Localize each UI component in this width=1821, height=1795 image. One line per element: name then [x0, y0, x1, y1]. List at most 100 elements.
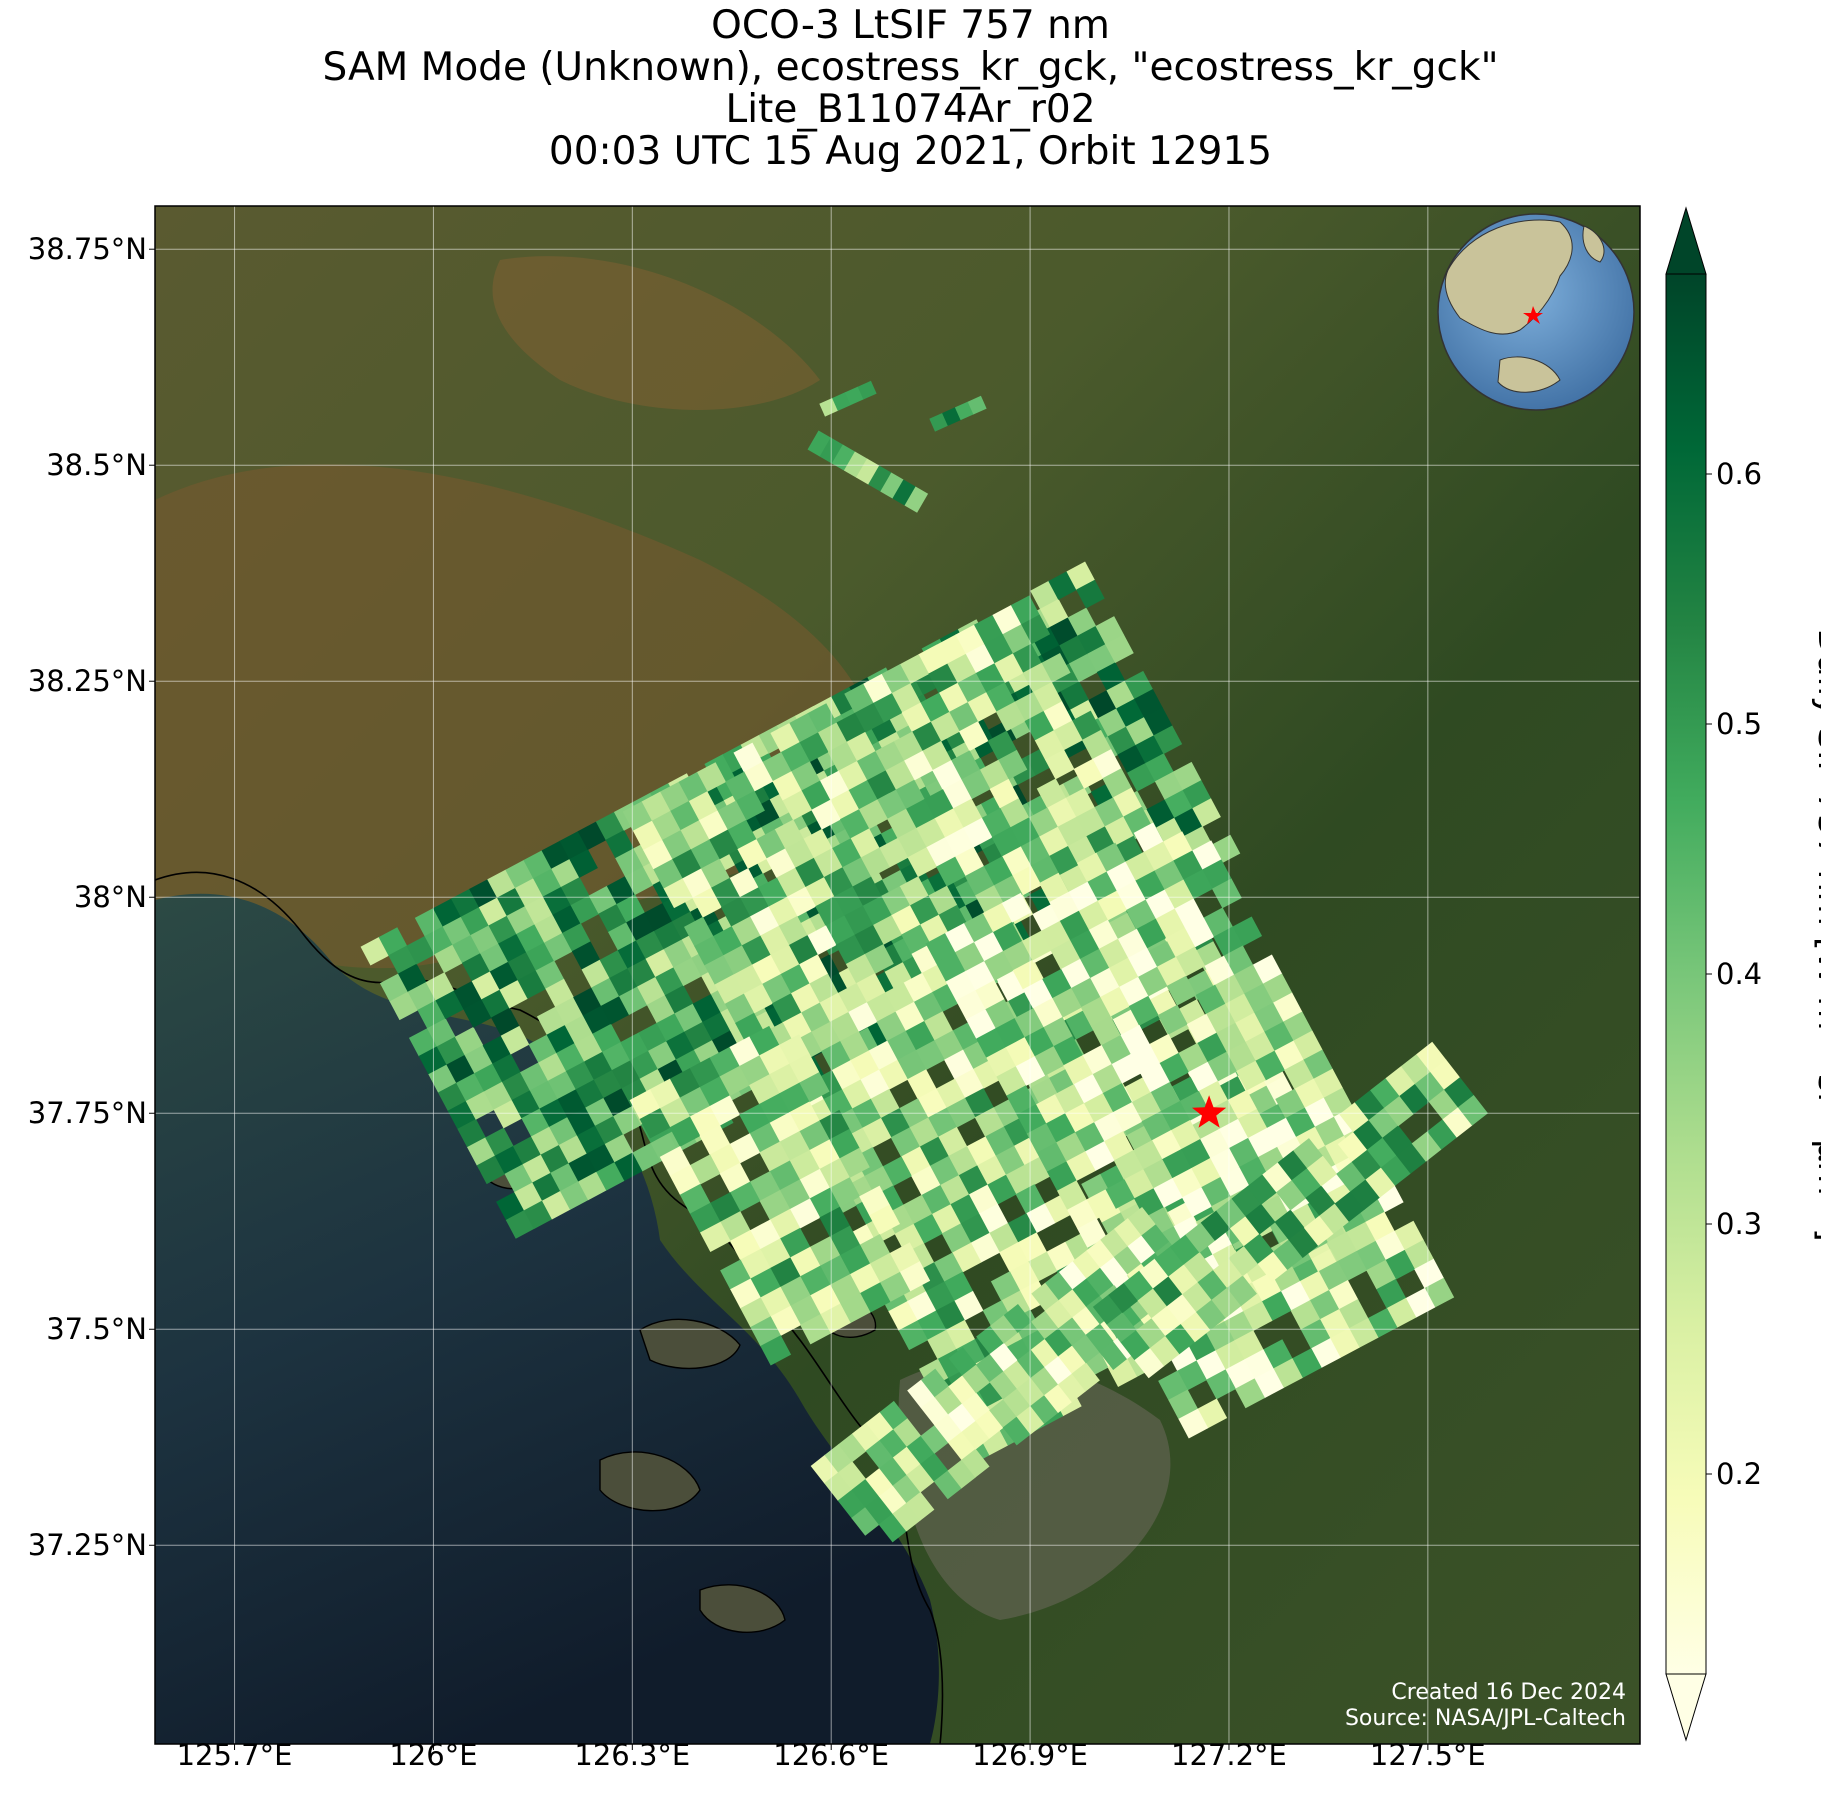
- sif-sounding: [1012, 643, 1042, 674]
- sif-sounding: [829, 1012, 859, 1042]
- sif-sounding: [1058, 1345, 1087, 1375]
- sif-sounding: [1290, 1300, 1321, 1331]
- sif-sounding: [456, 1072, 485, 1102]
- sif-sounding: [769, 1160, 801, 1191]
- sif-sounding: [837, 982, 868, 1013]
- sif-sounding: [1266, 1117, 1297, 1148]
- sif-sounding: [837, 760, 868, 791]
- sif-sounding: [892, 1446, 922, 1476]
- sif-sounding: [505, 1210, 535, 1239]
- sif-sounding: [1274, 1209, 1305, 1241]
- sif-sounding: [911, 721, 942, 752]
- sif-sounding: [570, 895, 600, 924]
- sif-sounding: [1135, 870, 1165, 901]
- sif-sounding: [451, 888, 480, 918]
- sif-sounding: [899, 654, 930, 685]
- colorbar-body: [1666, 274, 1706, 1674]
- sif-sounding: [1262, 1339, 1293, 1370]
- sif-sounding: [779, 1131, 810, 1162]
- sif-sounding: [1025, 1203, 1056, 1234]
- globe-landmass: [1444, 219, 1573, 335]
- sif-sounding: [903, 972, 933, 1003]
- sif-sounding: [975, 1409, 1004, 1439]
- sif-sounding: [899, 1261, 931, 1292]
- sif-sounding: [976, 1155, 1007, 1186]
- sif-sounding: [729, 1230, 761, 1261]
- sif-sounding: [1203, 907, 1234, 938]
- sif-sounding: [815, 896, 845, 927]
- sif-sounding: [1098, 938, 1129, 969]
- sif-sounding: [532, 1172, 561, 1202]
- sif-sounding: [1005, 1037, 1036, 1068]
- sif-sounding: [1088, 919, 1119, 950]
- sif-sounding: [967, 395, 987, 415]
- sif-sounding: [905, 798, 936, 829]
- lat-tick-label: 38.75°N: [27, 232, 147, 267]
- sif-sounding: [1089, 967, 1120, 998]
- sif-sounding: [1161, 1149, 1192, 1179]
- sif-sounding: [803, 828, 833, 859]
- sif-sounding: [489, 961, 519, 991]
- sif-sounding: [1174, 898, 1204, 929]
- sif-sounding: [521, 1108, 550, 1137]
- sif-sounding: [1067, 1199, 1097, 1230]
- sif-sounding: [1370, 1077, 1401, 1109]
- sif-sounding: [560, 1181, 589, 1210]
- sif-sounding: [1214, 1340, 1245, 1371]
- sif-sounding: [857, 380, 877, 400]
- sif-sounding: [1242, 1301, 1273, 1332]
- sif-sounding: [801, 780, 831, 811]
- sif-sounding: [719, 1162, 751, 1194]
- sif-sounding: [852, 876, 882, 907]
- sif-sounding: [1211, 878, 1242, 909]
- sif-sounding: [389, 991, 419, 1021]
- sif-sounding: [975, 1353, 1005, 1383]
- sif-sounding: [852, 1422, 881, 1452]
- sif-sounding: [1127, 762, 1156, 792]
- sif-sounding: [730, 1278, 761, 1309]
- sif-sounding: [880, 1108, 910, 1138]
- sif-sounding: [1277, 1150, 1308, 1181]
- sif-sounding: [806, 925, 837, 956]
- sif-sounding: [1058, 1288, 1087, 1318]
- sif-sounding: [839, 1244, 871, 1275]
- sif-sounding: [1181, 1187, 1212, 1218]
- sif-sounding: [1338, 1299, 1369, 1329]
- sif-sounding: [904, 486, 929, 513]
- sif-sounding: [1072, 1278, 1101, 1308]
- sif-sounding: [768, 1063, 800, 1095]
- sif-sounding: [558, 1135, 588, 1164]
- sif-sounding: [1055, 1132, 1086, 1163]
- sif-sounding: [487, 869, 516, 899]
- sif-sounding: [1303, 1215, 1334, 1246]
- sif-sounding: [833, 886, 864, 917]
- sif-sounding: [891, 905, 921, 936]
- sif-sounding: [523, 850, 553, 879]
- sif-sounding: [760, 1286, 791, 1318]
- sif-sounding: [1113, 1245, 1142, 1275]
- sif-sounding: [1154, 771, 1184, 801]
- sif-sounding: [659, 781, 690, 812]
- sif-sounding: [918, 644, 948, 675]
- sif-sounding: [1044, 1355, 1073, 1385]
- sif-sounding: [1353, 1119, 1384, 1151]
- sif-sounding: [1172, 850, 1203, 881]
- sif-sounding: [1209, 1147, 1240, 1178]
- sif-sounding: [1021, 930, 1052, 961]
- sif-sounding: [968, 1184, 998, 1215]
- sif-sounding: [923, 1011, 954, 1042]
- sif-sounding: [533, 868, 562, 898]
- sif-sounding: [1002, 1416, 1031, 1446]
- sif-sounding: [766, 848, 796, 879]
- sif-sounding: [831, 444, 856, 471]
- sif-sounding: [1380, 1155, 1411, 1186]
- sif-sounding: [1184, 917, 1215, 948]
- sif-sounding: [1106, 1312, 1137, 1343]
- sif-sounding: [1158, 1370, 1188, 1401]
- sif-sounding: [1177, 1360, 1207, 1391]
- sif-sounding: [978, 1203, 1009, 1234]
- sif-sounding: [476, 1155, 506, 1185]
- sif-sounding: [782, 1012, 812, 1043]
- sif-sounding: [953, 1290, 984, 1321]
- sif-sounding: [976, 1325, 1005, 1355]
